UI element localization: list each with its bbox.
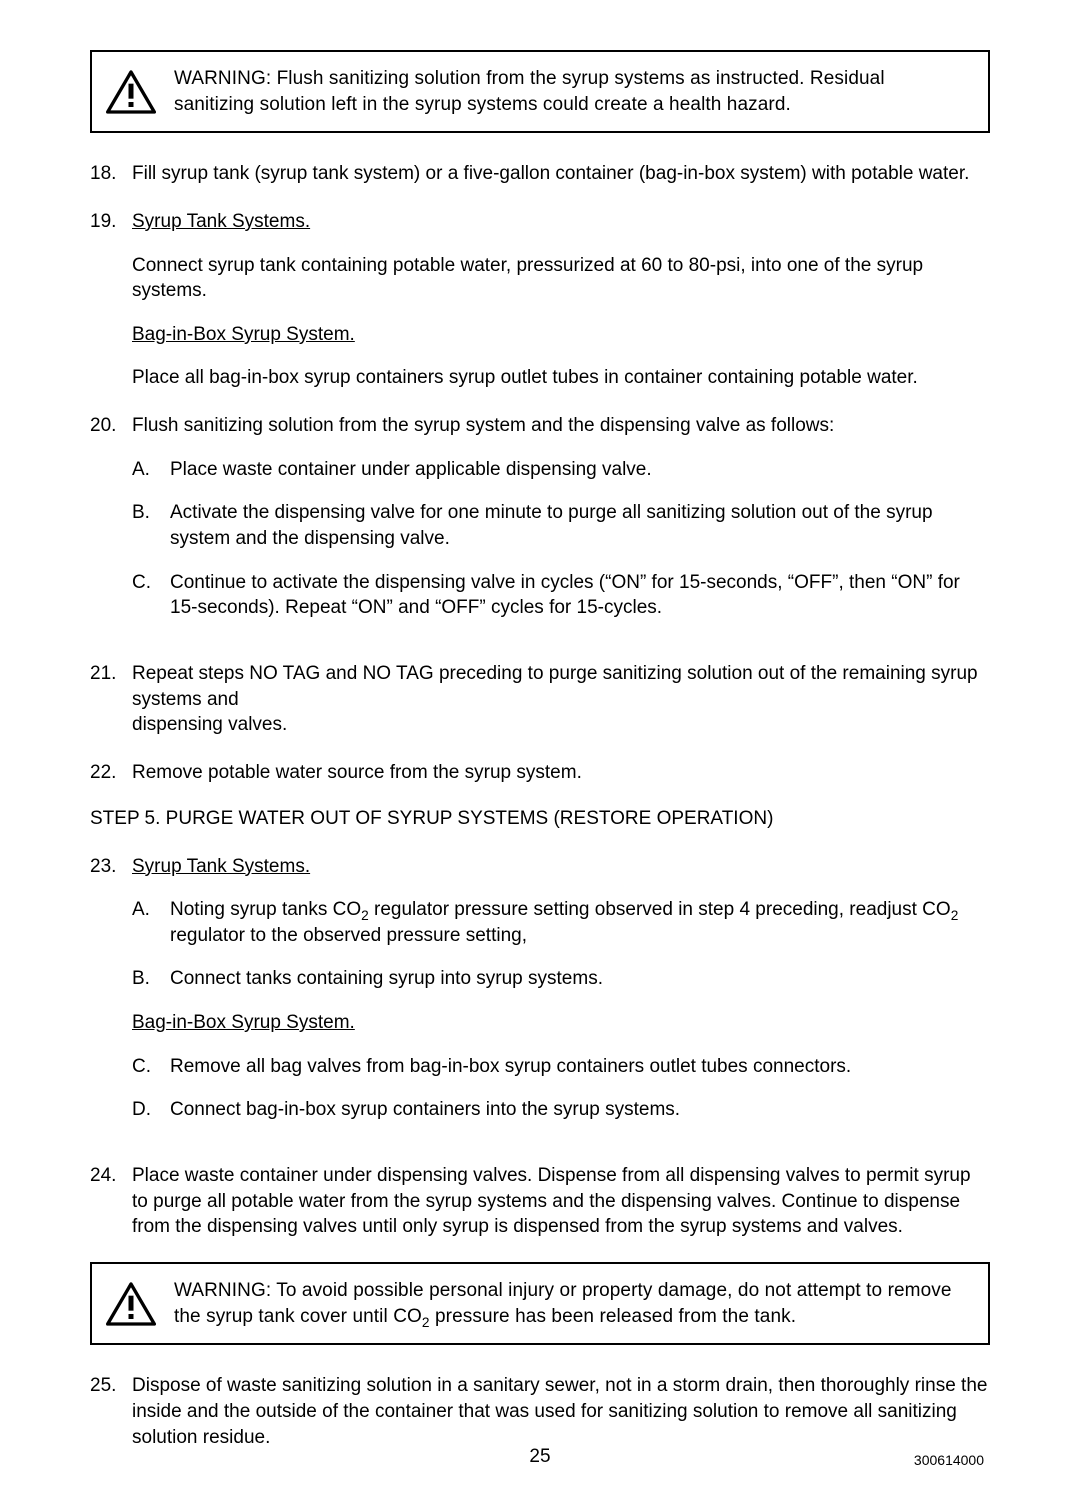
item-21: 21. Repeat steps NO TAG and NO TAG prece…: [90, 661, 990, 738]
item-23-A-mid: regulator pressure setting observed in s…: [369, 899, 951, 920]
warning-box-2: WARNING: To avoid possible personal inju…: [90, 1262, 990, 1345]
item-19-num: 19.: [90, 209, 132, 391]
warning-1-lead: WARNING:: [174, 68, 277, 89]
item-23-C: C. Remove all bag valves from bag-in-box…: [132, 1054, 990, 1080]
item-21-num: 21.: [90, 661, 132, 738]
item-23-C-text: Remove all bag valves from bag-in-box sy…: [170, 1054, 990, 1080]
item-23-num: 23.: [90, 854, 132, 1141]
step-5-title: STEP 5. PURGE WATER OUT OF SYRUP SYSTEMS…: [90, 808, 990, 830]
page: WARNING: Flush sanitizing solution from …: [0, 0, 1080, 1512]
page-footer: 25 300614000: [0, 1446, 1080, 1468]
item-24: 24. Place waste container under dispensi…: [90, 1163, 990, 1240]
item-20-num: 20.: [90, 413, 132, 639]
item-20-C: C. Continue to activate the dispensing v…: [132, 570, 990, 621]
item-19-body: Syrup Tank Systems. Connect syrup tank c…: [132, 209, 990, 391]
item-25-body: Dispose of waste sanitizing solution in …: [132, 1373, 990, 1450]
item-23-body: Syrup Tank Systems. A. Noting syrup tank…: [132, 854, 990, 1141]
item-23-B-letter: B.: [132, 966, 170, 992]
item-19-para2: Place all bag-in-box syrup containers sy…: [132, 365, 990, 391]
item-21-body: Repeat steps NO TAG and NO TAG preceding…: [132, 661, 990, 738]
item-20: 20. Flush sanitizing solution from the s…: [90, 413, 990, 639]
numbered-list-3: 25. Dispose of waste sanitizing solution…: [90, 1373, 990, 1450]
warning-2-lead: WARNING:: [174, 1280, 276, 1301]
warning-box-1: WARNING: Flush sanitizing solution from …: [90, 50, 990, 133]
item-19-heading2: Bag-in-Box Syrup System.: [132, 322, 990, 348]
item-23-heading2: Bag-in-Box Syrup System.: [132, 1010, 990, 1036]
item-20-sublist: A. Place waste container under applicabl…: [132, 457, 990, 621]
item-20-A: A. Place waste container under applicabl…: [132, 457, 990, 483]
numbered-list-2: 23. Syrup Tank Systems. A. Noting syrup …: [90, 854, 990, 1240]
numbered-list-1: 18. Fill syrup tank (syrup tank system) …: [90, 161, 990, 785]
item-20-C-letter: C.: [132, 570, 170, 621]
item-18: 18. Fill syrup tank (syrup tank system) …: [90, 161, 990, 187]
item-19: 19. Syrup Tank Systems. Connect syrup ta…: [90, 209, 990, 391]
item-23-C-letter: C.: [132, 1054, 170, 1080]
item-23: 23. Syrup Tank Systems. A. Noting syrup …: [90, 854, 990, 1141]
warning-1-text: WARNING: Flush sanitizing solution from …: [174, 66, 970, 117]
item-25-num: 25.: [90, 1373, 132, 1450]
item-23-sublist-2: C. Remove all bag valves from bag-in-box…: [132, 1054, 990, 1123]
item-20-body: Flush sanitizing solution from the syrup…: [132, 413, 990, 639]
document-number: 300614000: [914, 1452, 984, 1468]
item-18-num: 18.: [90, 161, 132, 187]
item-23-A-sub1: 2: [361, 908, 369, 923]
item-23-B-text: Connect tanks containing syrup into syru…: [170, 966, 990, 992]
item-24-num: 24.: [90, 1163, 132, 1240]
item-24-body: Place waste container under dispensing v…: [132, 1163, 990, 1240]
item-18-body: Fill syrup tank (syrup tank system) or a…: [132, 161, 990, 187]
item-20-B: B. Activate the dispensing valve for one…: [132, 500, 990, 551]
item-23-heading: Syrup Tank Systems.: [132, 854, 990, 880]
item-22-body: Remove potable water source from the syr…: [132, 760, 990, 786]
item-23-A: A. Noting syrup tanks CO2 regulator pres…: [132, 897, 990, 948]
item-23-A-pre: Noting syrup tanks CO: [170, 899, 361, 920]
warning-triangle-icon: [106, 70, 156, 114]
item-20-A-text: Place waste container under applicable d…: [170, 457, 990, 483]
item-23-A-sub2: 2: [951, 908, 959, 923]
item-23-sublist-1: A. Noting syrup tanks CO2 regulator pres…: [132, 897, 990, 992]
item-23-A-letter: A.: [132, 897, 170, 948]
item-20-B-text: Activate the dispensing valve for one mi…: [170, 500, 990, 551]
item-23-D-text: Connect bag-in-box syrup containers into…: [170, 1097, 990, 1123]
item-21-line2: dispensing valves.: [132, 714, 287, 735]
item-23-D: D. Connect bag-in-box syrup containers i…: [132, 1097, 990, 1123]
item-20-B-letter: B.: [132, 500, 170, 551]
item-19-para1: Connect syrup tank containing potable wa…: [132, 253, 990, 304]
warning-2-text: WARNING: To avoid possible personal inju…: [174, 1278, 970, 1329]
warning-2-post: pressure has been released from the tank…: [430, 1306, 796, 1327]
item-23-A-text: Noting syrup tanks CO2 regulator pressur…: [170, 897, 990, 948]
item-25: 25. Dispose of waste sanitizing solution…: [90, 1373, 990, 1450]
warning-2-sub: 2: [422, 1314, 430, 1329]
item-22-num: 22.: [90, 760, 132, 786]
item-23-D-letter: D.: [132, 1097, 170, 1123]
item-20-A-letter: A.: [132, 457, 170, 483]
item-23-B: B. Connect tanks containing syrup into s…: [132, 966, 990, 992]
warning-1-body: Flush sanitizing solution from the syrup…: [174, 68, 885, 115]
item-21-line1: Repeat steps NO TAG and NO TAG preceding…: [132, 663, 978, 710]
item-23-A-post: regulator to the observed pressure setti…: [170, 925, 527, 946]
item-20-intro: Flush sanitizing solution from the syrup…: [132, 413, 990, 439]
item-20-C-text: Continue to activate the dispensing valv…: [170, 570, 990, 621]
item-22: 22. Remove potable water source from the…: [90, 760, 990, 786]
warning-triangle-icon: [106, 1282, 156, 1326]
item-19-heading: Syrup Tank Systems.: [132, 209, 990, 235]
